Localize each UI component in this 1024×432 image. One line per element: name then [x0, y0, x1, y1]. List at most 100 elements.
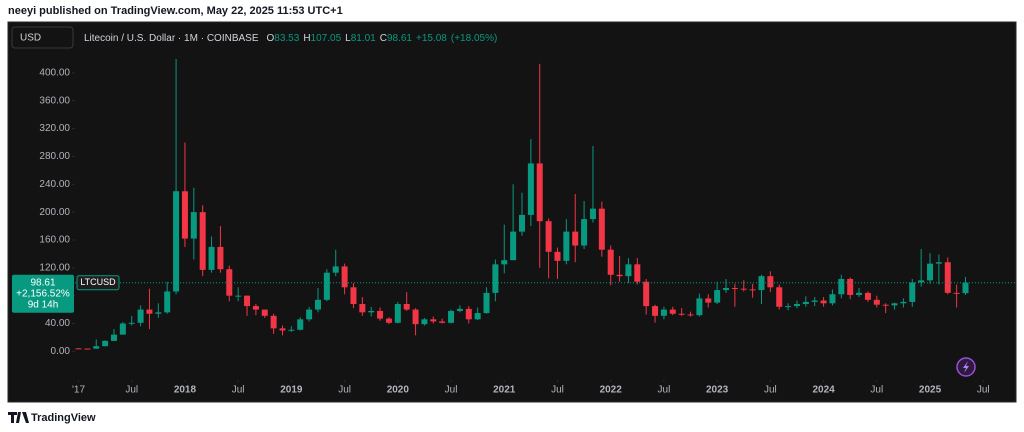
- candle-body: [474, 313, 481, 320]
- candle-body: [962, 282, 969, 294]
- candle-body: [953, 292, 960, 294]
- change-pct: (+18.05%): [451, 33, 497, 44]
- candle-body: [731, 287, 738, 289]
- candle-body: [190, 212, 197, 239]
- candle-body: [341, 266, 348, 288]
- candle-body: [173, 191, 180, 292]
- brand-name: TradingView: [31, 412, 96, 424]
- candle-body: [110, 334, 117, 341]
- candle-body: [882, 304, 889, 306]
- candle-body: [864, 292, 871, 300]
- candle-body: [527, 163, 534, 215]
- candle-body: [598, 208, 605, 250]
- candle-body: [199, 212, 206, 270]
- candle-body: [297, 319, 304, 330]
- candle-body: [501, 260, 508, 265]
- candle-body: [935, 262, 942, 264]
- candle-body: [270, 315, 277, 329]
- candle-body: [723, 287, 730, 291]
- candle-body: [350, 287, 357, 305]
- y-tick-label: 0.00: [51, 346, 71, 357]
- candle-body: [385, 318, 392, 323]
- candle-body: [519, 214, 525, 232]
- candle-body: [146, 309, 153, 314]
- candle-body: [909, 282, 916, 302]
- y-tick-label: 200.00: [39, 207, 70, 218]
- candle-body: [758, 276, 765, 291]
- x-tick-label: Jul: [551, 385, 564, 396]
- candle-body: [829, 294, 836, 304]
- candle-body: [634, 264, 641, 282]
- candle-body: [412, 309, 419, 325]
- x-tick-label: '17: [72, 385, 85, 396]
- candle-body: [944, 262, 951, 293]
- candle-body: [430, 319, 437, 322]
- x-tick-label: Jul: [977, 385, 990, 396]
- y-tick-label: 280.00: [39, 151, 70, 162]
- candle-body: [838, 278, 845, 295]
- candle-body: [776, 287, 783, 307]
- candle-body: [589, 208, 596, 220]
- ohlc-value: 81.01: [351, 33, 376, 44]
- symbol: Litecoin / U.S. Dollar · 1M · COINBASE: [84, 33, 259, 44]
- candle-body: [456, 308, 463, 311]
- candle-body: [164, 291, 171, 313]
- x-tick-label: 2018: [174, 385, 197, 396]
- candle-body: [394, 304, 401, 323]
- candle-body: [128, 322, 135, 324]
- candle-body: [793, 304, 800, 307]
- x-tick-label: Jul: [232, 385, 245, 396]
- candle-body: [900, 301, 907, 304]
- publish-info: neeyi published on TradingView.com, May …: [8, 5, 343, 17]
- candle-body: [714, 290, 721, 303]
- candle-body: [740, 288, 747, 290]
- x-tick-label: 2024: [812, 385, 835, 396]
- currency-button[interactable]: [11, 26, 74, 49]
- candle-body: [492, 264, 499, 293]
- candle-body: [368, 310, 375, 313]
- candle-body: [607, 249, 614, 275]
- candle-body: [705, 298, 712, 303]
- candle-body: [439, 321, 446, 323]
- price-tag-change: +2,156.52%: [16, 288, 70, 299]
- candle-body: [802, 301, 809, 305]
- candle-body: [687, 314, 694, 316]
- candle-body: [208, 246, 215, 270]
- candle-body: [226, 269, 233, 296]
- candle-body: [856, 292, 863, 295]
- candle-body: [891, 303, 898, 306]
- lightning-button[interactable]: [956, 357, 976, 377]
- y-tick-label: 360.00: [39, 95, 70, 106]
- candle-body: [536, 163, 543, 222]
- candle-body: [563, 231, 570, 261]
- candle-body: [181, 191, 188, 239]
- candle-body: [137, 309, 144, 323]
- candle-body: [572, 231, 579, 246]
- ohlc-value: 83.53: [274, 33, 299, 44]
- x-tick-label: 2025: [919, 385, 942, 396]
- x-tick-label: Jul: [870, 385, 883, 396]
- candle-body: [244, 295, 251, 307]
- candle-body: [625, 264, 632, 277]
- x-tick-label: 2023: [706, 385, 729, 396]
- candle-body: [377, 310, 384, 319]
- x-tick-label: 2022: [600, 385, 623, 396]
- candle-body: [616, 274, 623, 277]
- candle-body: [927, 263, 934, 281]
- chart-panel: [7, 21, 1017, 403]
- candle-body: [785, 306, 792, 308]
- candle-body: [261, 309, 268, 316]
- candle-body: [75, 348, 82, 350]
- ohlc-value: 107.05: [311, 33, 342, 44]
- y-tick-label: 160.00: [39, 235, 70, 246]
- candle-body: [811, 300, 818, 302]
- candle-body: [252, 306, 259, 310]
- price-tag-value: 98.61: [30, 277, 55, 288]
- candle-body: [696, 298, 703, 316]
- x-tick-label: 2020: [387, 385, 410, 396]
- x-tick-label: Jul: [445, 385, 458, 396]
- candle-body: [84, 348, 91, 350]
- symbol-legend: Litecoin / U.S. Dollar · 1M · COINBASE O8…: [84, 33, 497, 44]
- candle-body: [332, 266, 339, 273]
